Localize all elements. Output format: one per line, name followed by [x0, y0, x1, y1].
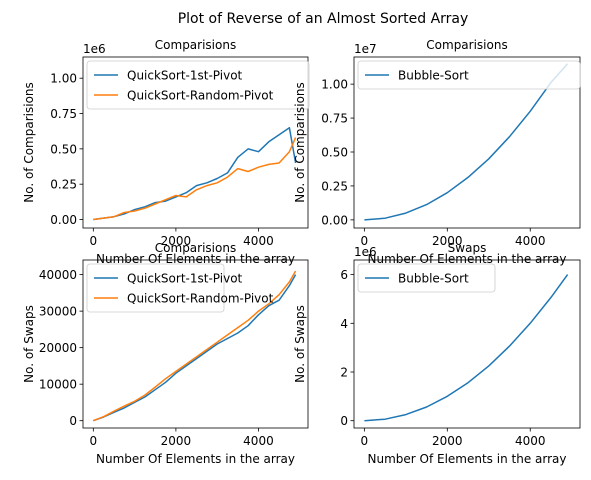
y-tick-label-3-3: 20000: [39, 341, 77, 355]
legend-4: Bubble-Sort: [357, 263, 496, 293]
y-tick-label-4-3: 4: [340, 317, 348, 331]
legend-box-2: [357, 60, 581, 90]
y-tick-label-1-2: 0.25: [50, 178, 77, 192]
legend-box-3: [86, 263, 225, 313]
figure-suptitle: Plot of Reverse of an Almost Sorted Arra…: [178, 11, 469, 27]
series-line-3-1: [93, 274, 297, 422]
y-tick-label-3-1: 0: [69, 414, 77, 428]
x-tick-label-4-3: 4000: [515, 434, 546, 448]
series-line-1-1: [93, 126, 297, 221]
series-line-2-1: [364, 63, 569, 221]
y-axis-label-2: No. of Comparisions: [293, 82, 307, 203]
x-tick-label-4-2: 2000: [432, 434, 463, 448]
y-tick-label-3-5: 40000: [39, 268, 77, 282]
series-line-4-1: [364, 274, 569, 422]
y-tick-label-4-2: 2: [340, 366, 348, 380]
y-tick-label-4-1: 0: [340, 414, 348, 428]
axes-title-2: Comparisions: [426, 38, 507, 52]
axes-frame-2: [353, 56, 581, 229]
legend-label-4-1: Bubble-Sort: [398, 272, 469, 286]
y-tick-label-4-4: 6: [340, 268, 348, 282]
y-tick-label-2-1: 0.00: [321, 213, 348, 227]
y-axis-label-4: No. of Swaps: [293, 305, 307, 383]
x-tick-label-1-3: 4000: [243, 234, 274, 248]
y-tick-label-3-4: 30000: [39, 305, 77, 319]
y-tick-label-1-4: 0.75: [50, 107, 77, 121]
y-tick-label-2-2: 0.25: [321, 179, 348, 193]
offset-text-1: 1e6: [83, 42, 106, 56]
y-tick-label-2-5: 1.00: [321, 78, 348, 92]
y-tick-label-1-5: 1.00: [50, 72, 77, 86]
legend-label-2-1: Bubble-Sort: [398, 69, 469, 83]
axes-frame-3: [82, 259, 309, 429]
axes-3: 0 2000 4000010000200003000040000Comparisio…: [22, 241, 309, 466]
axes-title-3: Comparisions: [155, 241, 236, 255]
y-tick-label-3-2: 10000: [39, 378, 77, 392]
axes-title-4: Swaps: [448, 241, 487, 255]
x-tick-label-4-1: 0: [361, 434, 369, 448]
legend-2: Bubble-Sort: [357, 60, 581, 90]
legend-label-1-2: QuickSort-Random-Pivot: [127, 89, 274, 103]
x-axis-label-1: Number Of Elements in the array: [96, 252, 295, 266]
x-tick-label-3-2: 2000: [161, 434, 192, 448]
y-axis-label-3: No. of Swaps: [22, 305, 36, 383]
legend-box-4: [357, 263, 496, 293]
x-tick-label-1-1: 0: [90, 234, 98, 248]
legend-3: QuickSort-1st-Pivot QuickSort-Random-Pivo…: [86, 263, 274, 313]
x-tick-label-2-1: 0: [361, 234, 369, 248]
legend-label-3-1: QuickSort-1st-Pivot: [127, 272, 243, 286]
offset-text-4: 1e6: [354, 245, 377, 259]
legend-box-1: [86, 60, 310, 110]
offset-text-2: 1e7: [354, 42, 377, 56]
y-tick-label-2-3: 0.50: [321, 146, 348, 160]
y-tick-label-2-4: 0.75: [321, 112, 348, 126]
x-tick-label-3-3: 4000: [243, 434, 274, 448]
axes-frame-1: [82, 56, 309, 229]
x-tick-label-2-3: 4000: [515, 234, 546, 248]
axes-1: 0 2000 4000 0.00 0.25 0.50 0.75 1.00 1e6 Comparis…: [22, 38, 310, 266]
x-axis-label-3: Number Of Elements in the array: [96, 452, 295, 466]
x-tick-label-2-2: 2000: [432, 234, 463, 248]
series-line-3-2: [93, 270, 297, 422]
axes-title-1: Comparisions: [155, 38, 236, 52]
legend-1: QuickSort-1st-Pivot QuickSort-Random-Pivo…: [86, 60, 310, 110]
x-tick-label-1-2: 2000: [161, 234, 192, 248]
y-tick-label-1-3: 0.50: [50, 142, 77, 156]
series-line-1-2: [93, 137, 297, 221]
legend-label-3-2: QuickSort-Random-Pivot: [127, 292, 274, 306]
x-axis-label-2: Number Of Elements in the array: [368, 252, 567, 266]
y-tick-label-1-1: 0.00: [50, 213, 77, 227]
axes-2: 0 2000 4000 0.00 0.25 0.50 0.75 1.00 1e7 Comparis…: [293, 38, 581, 266]
x-axis-label-4: Number Of Elements in the array: [368, 452, 567, 466]
y-axis-label-1: No. of Comparisions: [22, 82, 36, 203]
x-tick-label-3-1: 0: [90, 434, 98, 448]
legend-label-1-1: QuickSort-1st-Pivot: [127, 69, 243, 83]
axes-frame-4: [353, 259, 581, 429]
